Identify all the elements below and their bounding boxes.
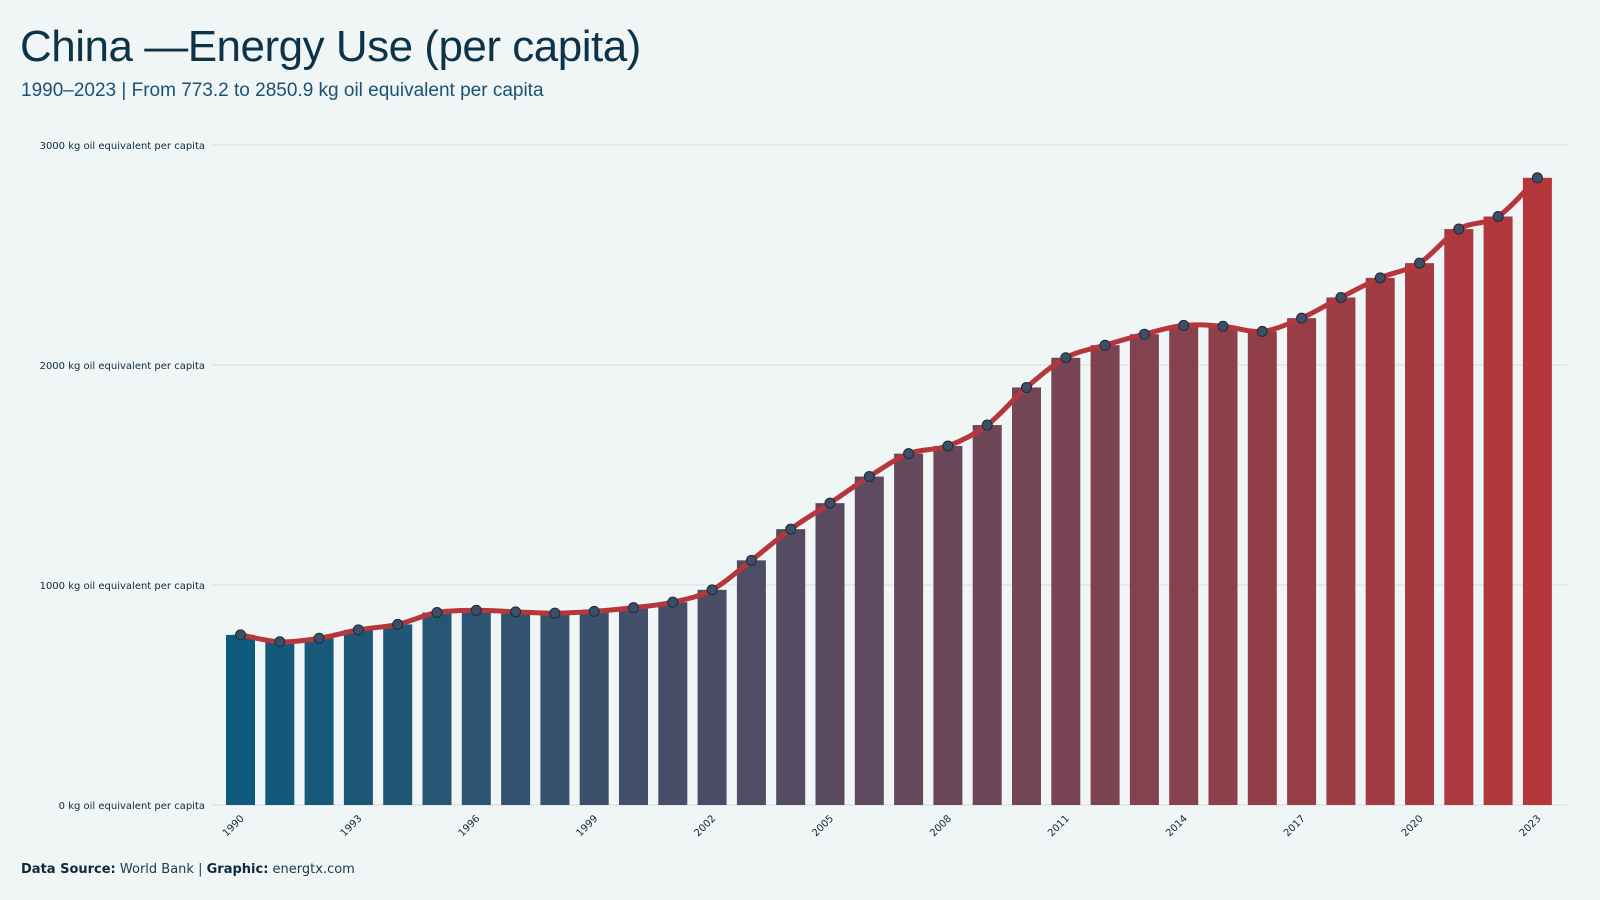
y-tick-label: 0 kg oil equivalent per capita bbox=[59, 801, 205, 812]
data-point bbox=[903, 448, 915, 460]
bar bbox=[1129, 334, 1159, 805]
bar bbox=[265, 641, 295, 805]
x-tick-label: 2011 bbox=[1046, 813, 1072, 839]
y-tick-label: 1000 kg oil equivalent per capita bbox=[40, 581, 205, 592]
data-point bbox=[1217, 320, 1229, 332]
gridlines bbox=[212, 144, 1567, 806]
data-point bbox=[1335, 291, 1347, 303]
x-tick-label: 2005 bbox=[810, 813, 836, 839]
bar bbox=[1012, 387, 1041, 805]
x-tick-label: 1993 bbox=[339, 813, 365, 839]
data-point bbox=[313, 632, 325, 644]
data-point bbox=[824, 497, 836, 509]
data-point bbox=[1492, 211, 1504, 222]
bar bbox=[1051, 357, 1081, 805]
x-tick-label: 2023 bbox=[1518, 813, 1544, 839]
bar bbox=[1522, 177, 1552, 805]
footer-separator: | bbox=[198, 862, 203, 877]
bar bbox=[1365, 277, 1395, 805]
bar bbox=[226, 634, 255, 805]
bar bbox=[540, 613, 570, 805]
y-tick-label: 3000 kg oil equivalent per capita bbox=[40, 141, 205, 152]
data-point bbox=[1138, 328, 1150, 340]
data-point bbox=[1374, 272, 1386, 284]
bar bbox=[697, 589, 727, 805]
bar bbox=[579, 611, 609, 805]
graphic-value: energtx.com bbox=[272, 862, 355, 877]
chart-title: China —Energy Use (per capita) bbox=[20, 22, 641, 71]
bar bbox=[343, 629, 373, 805]
x-tick-label: 2014 bbox=[1164, 813, 1190, 839]
data-point bbox=[470, 604, 482, 616]
bar bbox=[1287, 318, 1317, 805]
data-point bbox=[863, 471, 875, 483]
data-point bbox=[785, 523, 797, 535]
x-tick-label: 1999 bbox=[575, 813, 601, 839]
bar bbox=[1483, 216, 1513, 805]
data-point bbox=[1021, 381, 1032, 393]
source-value: World Bank bbox=[119, 862, 194, 877]
data-point bbox=[981, 419, 993, 431]
bar bbox=[1444, 229, 1474, 806]
data-point bbox=[628, 602, 639, 614]
chart-footer: Data Source: World Bank | Graphic: energ… bbox=[21, 862, 355, 877]
data-point bbox=[392, 618, 404, 630]
chart-subtitle: 1990–2023 | From 773.2 to 2850.9 kg oil … bbox=[21, 80, 544, 101]
data-point bbox=[1256, 325, 1268, 337]
bar bbox=[1090, 345, 1120, 805]
data-markers bbox=[235, 172, 1543, 648]
data-point bbox=[1414, 257, 1425, 269]
trend-line bbox=[238, 175, 1540, 645]
bar bbox=[776, 529, 806, 805]
data-point bbox=[588, 605, 600, 617]
data-point bbox=[1060, 352, 1072, 364]
bar bbox=[619, 607, 648, 805]
bar bbox=[1326, 297, 1356, 805]
data-point bbox=[942, 440, 954, 452]
bar bbox=[461, 610, 491, 805]
bar bbox=[933, 445, 963, 805]
x-tick-label: 2017 bbox=[1282, 813, 1308, 839]
data-point bbox=[1531, 172, 1543, 184]
graphic-label: Graphic: bbox=[206, 862, 269, 877]
bar bbox=[1208, 326, 1238, 805]
bar bbox=[736, 560, 766, 805]
bar bbox=[854, 476, 884, 805]
x-tick-label: 2020 bbox=[1400, 813, 1426, 839]
bar bbox=[1169, 325, 1199, 805]
bar bbox=[815, 503, 845, 805]
x-tick-label: 2002 bbox=[692, 813, 718, 839]
source-label: Data Source: bbox=[21, 862, 116, 877]
bar bbox=[422, 612, 452, 805]
bar bbox=[501, 611, 531, 805]
data-point bbox=[274, 636, 286, 648]
x-tick-label: 1996 bbox=[457, 813, 483, 839]
data-point bbox=[1178, 319, 1190, 331]
data-point bbox=[431, 607, 443, 618]
bar bbox=[972, 425, 1002, 805]
data-point bbox=[667, 596, 679, 608]
bar bbox=[1247, 331, 1277, 805]
data-point bbox=[1453, 223, 1465, 235]
bar bbox=[383, 624, 413, 805]
y-axis-labels: 0 kg oil equivalent per capita 1000 kg oi… bbox=[40, 141, 205, 812]
x-axis-labels: 1990 1993 1996 1999 2002 2005 2008 2011 2014 2017… bbox=[221, 813, 1544, 839]
bar bbox=[304, 638, 334, 805]
data-point bbox=[352, 624, 364, 636]
data-point bbox=[510, 606, 522, 618]
data-point bbox=[1296, 312, 1308, 324]
data-point bbox=[235, 629, 246, 641]
x-tick-label: 1990 bbox=[221, 813, 247, 839]
x-tick-label: 2008 bbox=[928, 813, 954, 839]
bars bbox=[226, 177, 1552, 806]
data-point bbox=[549, 607, 561, 619]
y-tick-label: 2000 kg oil equivalent per capita bbox=[40, 361, 205, 372]
bar bbox=[1405, 263, 1434, 805]
bar bbox=[894, 453, 924, 805]
data-point bbox=[1099, 339, 1111, 351]
data-point bbox=[745, 554, 757, 566]
bar bbox=[658, 602, 688, 805]
data-point bbox=[706, 584, 718, 596]
